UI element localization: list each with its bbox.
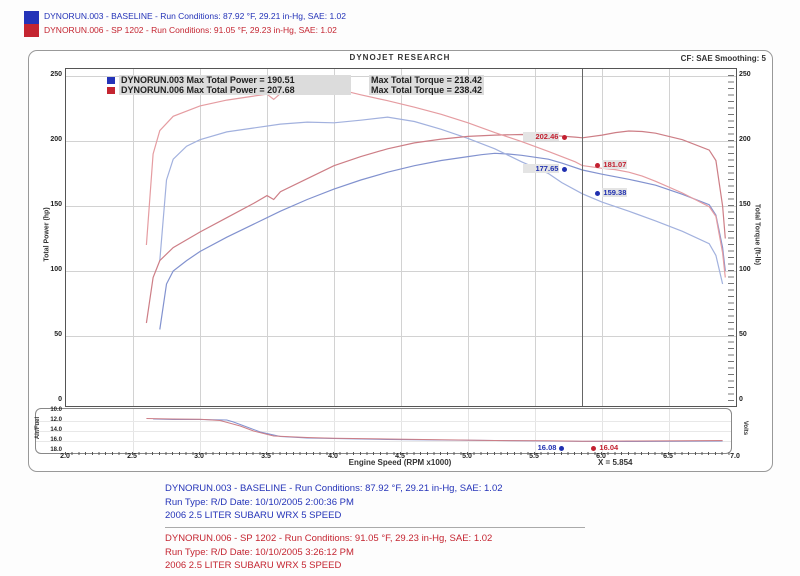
footer-run1-line2: Run Type: R/D Date: 10/10/2005 2:00:36 P… [165,496,354,508]
afr-cursor-dot [591,446,597,451]
y-tick-label-right: 250 [739,71,751,78]
afr-strip-panel [35,408,732,454]
dyno-curves-svg [145,90,726,330]
y-tick-label-left: 250 [50,71,62,78]
run2-max-torque: Max Total Torque = 238.42 [369,85,484,95]
gridline-vertical [200,69,201,406]
run1-legend-swatch-icon [107,76,115,84]
curve-dynorun-006-total-torque [145,90,726,278]
plot-legend-run2: DYNORUN.006 Max Total Power = 207.68 Max… [107,85,484,95]
afr-traces-svg [146,418,723,443]
footer-run2-info: DYNORUN.006 - SP 1202 - Run Conditions: … [165,532,492,573]
gridline-vertical [267,69,268,406]
run1-max-power: DYNORUN.003 Max Total Power = 190.51 [119,75,351,85]
afr-tick-label: 16.0 [50,437,62,443]
y-tick-label-right: 150 [739,201,751,208]
afr-trace-dynorun-006-air-fuel [146,418,723,442]
afr-tick-label: 14.0 [50,427,62,433]
afr-cursor-label: 16.04 [599,443,619,452]
gridline-horizontal [66,141,736,142]
afr-tick-label: 12.0 [50,417,62,423]
gridline-vertical [602,69,603,406]
footer-run2-line1: DYNORUN.006 - SP 1202 - Run Conditions: … [165,533,493,544]
footer-run2-line3: 2006 2.5 LITER SUBARU WRX 5 SPEED [165,560,342,571]
curve-dynorun-003-total-power [159,152,726,330]
y-axis-left-title: Total Power (hp) [43,207,51,262]
cursor-value-label: 181.07 [602,159,628,169]
footer-divider [165,527,585,528]
x-tick-label: 6.0 [596,453,606,460]
x-tick-label: 3.0 [194,453,204,460]
header-run1-conditions: DYNORUN.003 - BASELINE - Run Conditions:… [44,11,346,21]
main-plot-area [65,68,737,407]
run1-max-torque: Max Total Torque = 218.42 [369,75,484,85]
y-tick-label-right: 100 [739,266,751,273]
y-tick-label-right: 0 [739,396,743,403]
y-axis-right-title: Total Torque (ft-lb) [753,203,761,266]
x-tick-label: 4.0 [328,453,338,460]
footer-run2-line2: Run Type: R/D Date: 10/10/2005 3:26:12 P… [165,546,354,558]
cursor-value-label: 177.65 [523,164,560,174]
curve-dynorun-006-total-power [145,130,726,324]
correction-smoothing-label: CF: SAE Smoothing: 5 [680,54,766,63]
run2-max-power: DYNORUN.006 Max Total Power = 207.68 [119,85,351,95]
y-tick-label-left: 150 [50,201,62,208]
x-axis-minor-ticks [65,452,735,455]
header-run-legend [24,11,39,37]
run2-legend-swatch-icon [107,86,115,94]
gridline-vertical [468,69,469,406]
afr-cursor-label: 16.08 [537,443,557,452]
y-tick-label-left: 100 [50,266,62,273]
cursor-value-dot [562,167,568,173]
gridline-vertical [669,69,670,406]
run1-color-swatch-icon [24,11,39,24]
gridline-horizontal [66,336,736,337]
cursor-x-readout: X = 5.854 [598,458,633,467]
afr-cursor-dot [559,446,565,451]
plot-legend-run1: DYNORUN.003 Max Total Power = 190.51 Max… [107,75,484,85]
right-axis-minor-ticks [728,75,734,401]
afr-tick-label: 10.0 [50,407,62,413]
y-tick-label-right: 50 [739,331,747,338]
run2-color-swatch-icon [24,24,39,37]
x-tick-label: 5.0 [462,453,472,460]
gridline-vertical [401,69,402,406]
gridline-vertical [334,69,335,406]
cursor-value-label: 159.38 [602,187,628,197]
afr-gridline-horizontal [36,441,731,442]
gridline-horizontal [66,206,736,207]
footer-run1-line1: DYNORUN.003 - BASELINE - Run Conditions:… [165,483,503,494]
x-tick-label: 2.5 [127,453,137,460]
y-tick-label-right: 200 [739,136,751,143]
x-tick-label: 6.5 [663,453,673,460]
cursor-value-dot [595,190,601,196]
footer-run1-line3: 2006 2.5 LITER SUBARU WRX 5 SPEED [165,510,342,521]
afr-gridline-horizontal [36,421,731,422]
x-axis-title: Engine Speed (RPM x1000) [348,458,452,467]
y-tick-label-left: 200 [50,136,62,143]
x-tick-label: 4.5 [395,453,405,460]
afr-tick-label: 18.0 [50,447,62,453]
footer-run1-info: DYNORUN.003 - BASELINE - Run Conditions:… [165,482,503,523]
afr-gridline-horizontal [36,431,731,432]
chart-title: DYNOJET RESEARCH [349,53,451,62]
y-tick-label-left: 0 [58,396,62,403]
x-tick-label: 7.0 [730,453,740,460]
afr-trace-dynorun-003-air-fuel [153,418,723,443]
gridline-vertical [535,69,536,406]
x-tick-label: 5.5 [529,453,539,460]
gridline-horizontal [66,271,736,272]
header-run2-conditions: DYNORUN.006 - SP 1202 - Run Conditions: … [44,25,337,35]
cursor-value-label: 202.46 [523,131,560,141]
cursor-value-dot [595,162,601,168]
afr-axis-right-title: Volts [742,420,748,436]
cursor-value-dot [562,134,568,140]
x-tick-label: 3.5 [261,453,271,460]
gridline-vertical [133,69,134,406]
x-tick-label: 2.0 [60,453,70,460]
cursor-line[interactable] [582,69,584,406]
curve-dynorun-003-total-torque [159,116,724,285]
y-tick-label-left: 50 [54,331,62,338]
